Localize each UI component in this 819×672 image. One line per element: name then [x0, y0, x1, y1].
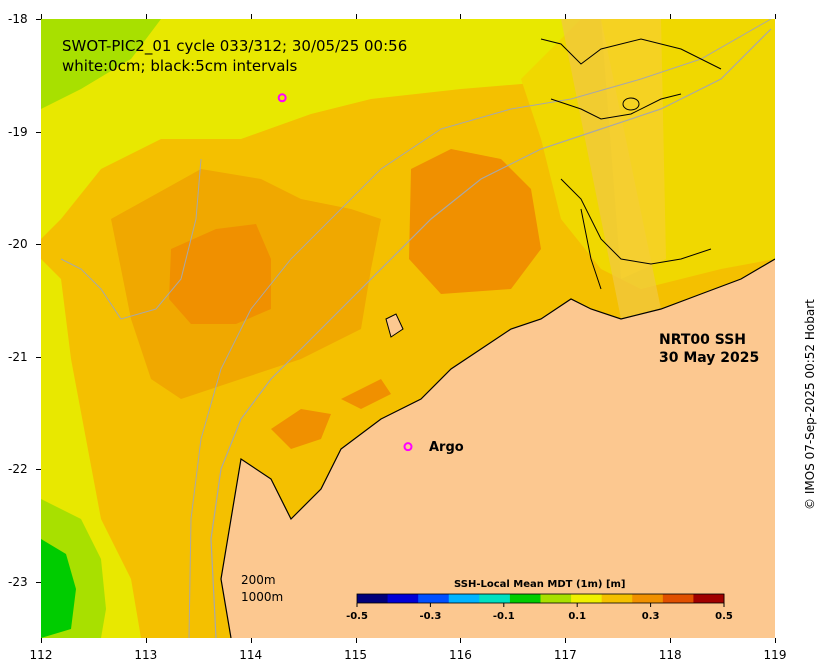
lon-tick: [775, 638, 776, 643]
lon-tick-label: 113: [134, 648, 158, 662]
lon-tick: [355, 14, 357, 19]
coastline: [220, 258, 775, 638]
map-title-line1: SWOT-PIC2_01 cycle 033/312; 30/05/25 00:…: [62, 37, 408, 55]
lon-tick: [460, 638, 462, 643]
colorbar-segment: [479, 594, 511, 603]
land-mass: [221, 259, 775, 638]
colorbar-segment: [693, 594, 725, 603]
lat-tick-label: -19: [8, 124, 28, 139]
contour-5cm-eddy: [622, 97, 640, 111]
contour-5cm-b: [550, 93, 682, 120]
isobath-200m: [210, 28, 772, 638]
lon-tick: [460, 14, 462, 19]
lat-tick-label: -18: [8, 12, 28, 26]
lat-tick: [36, 131, 41, 133]
lon-tick: [565, 14, 567, 19]
lon-tick-label: 116: [448, 648, 472, 662]
colorbar-tick-label: -0.5: [346, 611, 368, 622]
ssh-peak-south-2: [341, 379, 391, 409]
lon-tick: [250, 14, 252, 19]
colorbar-segment: [357, 594, 389, 603]
ssh-peak-west: [169, 224, 271, 324]
lon-tick-label: 114: [239, 648, 263, 662]
colorbar-tick-label: -0.1: [492, 611, 515, 622]
map-area[interactable]: SWOT-PIC2_01 cycle 033/312; 30/05/25 00:…: [41, 19, 775, 638]
colorbar-tick-label: 0.3: [641, 611, 660, 622]
lon-tick: [775, 14, 776, 19]
colorbar-tick-label: -0.3: [419, 611, 442, 622]
isobath-legend-200m: 200m: [241, 573, 276, 587]
product-label-line1: NRT00 SSH: [659, 332, 747, 348]
contour-5cm-d: [580, 208, 602, 290]
colorbar-tick-label: 0.1: [568, 611, 587, 622]
map-title-line2: white:0cm; black:5cm intervals: [62, 57, 298, 75]
lat-tick: [36, 19, 41, 20]
lon-tick-label: 118: [658, 648, 682, 662]
island: [385, 313, 404, 338]
contour-5cm-a: [540, 38, 722, 70]
lon-tick: [670, 14, 672, 19]
colorbar-border: [356, 593, 725, 604]
colorbar-segment: [509, 594, 541, 603]
colorbar: [356, 593, 725, 607]
argo-label: Argo: [429, 440, 464, 455]
colorbar-segment: [601, 594, 633, 603]
lat-tick-label: -21: [8, 349, 28, 364]
isobath-plateau: [60, 158, 202, 320]
colorbar-title: SSH-Local Mean MDT (1m) [m]: [454, 579, 626, 590]
lon-tick-label: 115: [344, 648, 368, 662]
colorbar-segment: [571, 594, 603, 603]
credit-text: © IMOS 07-Sep-2025 00:52 Hobart: [803, 299, 817, 510]
ssh-peak-south: [271, 409, 331, 449]
lon-tick: [250, 638, 252, 643]
colorbar-segment: [632, 594, 664, 603]
lon-tick: [145, 638, 147, 643]
lon-tick: [41, 14, 42, 19]
lat-tick-label: -23: [8, 574, 28, 589]
colorbar-segment: [662, 594, 694, 603]
lon-tick-label: 117: [553, 648, 577, 662]
lon-tick-label: 119: [763, 648, 787, 662]
marker-argo[interactable]: [403, 442, 413, 452]
colorbar-segment: [387, 594, 419, 603]
swath-stripe-east: [601, 19, 666, 279]
marker-float[interactable]: [277, 93, 287, 103]
lat-tick: [36, 581, 41, 583]
marker-layer: [277, 93, 413, 452]
lat-tick: [36, 244, 41, 246]
ssh-peak-central: [409, 149, 541, 294]
isobath-1000m: [188, 19, 772, 638]
lon-tick: [670, 638, 672, 643]
ssh-field: [41, 19, 775, 638]
contour-5cm-c: [560, 178, 712, 265]
lat-tick: [36, 469, 41, 471]
colorbar-segment: [540, 594, 572, 603]
product-label-line2: 30 May 2025: [659, 350, 760, 366]
lat-tick-label: -22: [8, 462, 28, 477]
lon-tick: [355, 638, 357, 643]
lon-tick: [41, 638, 42, 643]
product-label: NRT00 SSH 30 May 2025: [659, 331, 759, 367]
colorbar-segment: [448, 594, 480, 603]
colorbar-segment: [418, 594, 450, 603]
lon-tick: [145, 14, 147, 19]
lon-tick-label: 112: [29, 648, 53, 662]
lon-tick: [565, 638, 567, 643]
ssh-low-region-north: [41, 19, 581, 239]
lat-tick: [36, 356, 41, 358]
colorbar-tick-label: 0.5: [715, 611, 733, 622]
isobath-legend-1000m: 1000m: [241, 590, 284, 604]
lat-tick-label: -20: [8, 237, 28, 252]
ssh-lower-region-nw: [41, 19, 161, 109]
ssh-lowest-region: [41, 539, 76, 638]
